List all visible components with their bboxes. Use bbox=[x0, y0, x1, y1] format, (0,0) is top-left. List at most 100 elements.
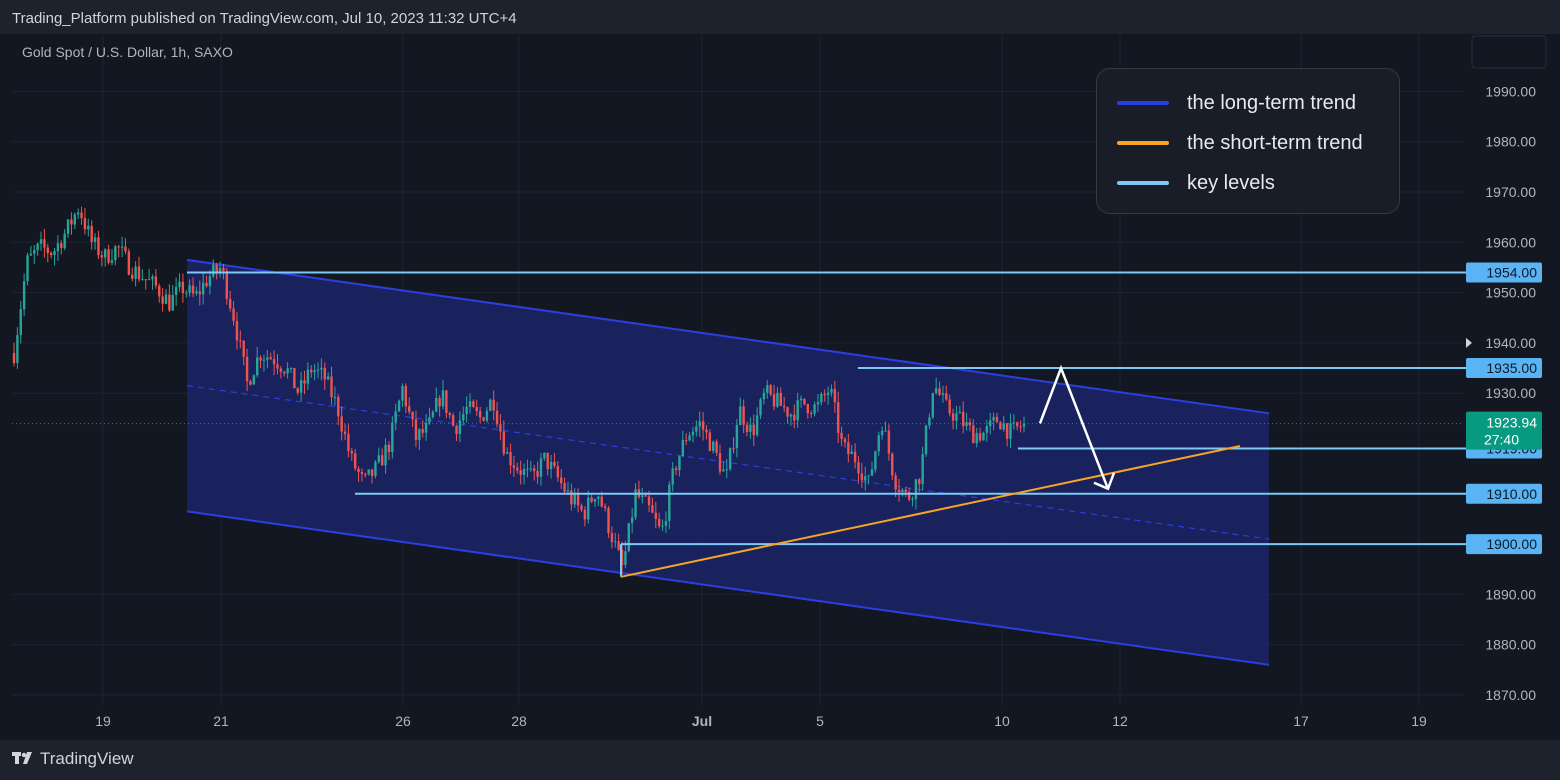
candle-body bbox=[728, 448, 732, 470]
candle-body bbox=[620, 549, 624, 566]
candle-body bbox=[961, 411, 965, 427]
price-axis-marker bbox=[1466, 337, 1472, 348]
candle-body bbox=[340, 416, 343, 432]
key-level-badge bbox=[1466, 262, 1542, 283]
candle-body bbox=[671, 468, 674, 485]
candle-body bbox=[674, 468, 678, 471]
candle-body bbox=[87, 225, 90, 230]
candle-body bbox=[934, 388, 938, 394]
candle-body bbox=[657, 518, 661, 527]
candle-body bbox=[830, 388, 833, 393]
candle-body bbox=[360, 472, 364, 474]
candle-body bbox=[475, 407, 478, 412]
candle-body bbox=[617, 541, 620, 550]
candle-body bbox=[380, 455, 384, 466]
candle-body bbox=[853, 451, 857, 463]
candle-body bbox=[252, 375, 256, 385]
candle-body bbox=[857, 462, 860, 474]
candle-body bbox=[39, 239, 43, 244]
candle-body bbox=[941, 393, 945, 395]
candle-body bbox=[104, 249, 107, 258]
candle-body bbox=[131, 274, 134, 279]
candle-body bbox=[1002, 423, 1005, 430]
candle-body bbox=[695, 426, 698, 432]
candle-body bbox=[516, 467, 519, 471]
candle-body bbox=[681, 440, 685, 457]
candle-body bbox=[201, 282, 205, 295]
candle-body bbox=[239, 340, 242, 342]
candle-body bbox=[654, 512, 658, 519]
time-axis-label: 21 bbox=[213, 713, 229, 729]
candle-body bbox=[837, 402, 840, 433]
tradingview-logo[interactable]: TradingView bbox=[12, 749, 134, 769]
candle-body bbox=[222, 267, 225, 272]
candle-body bbox=[864, 476, 867, 481]
candle-body bbox=[218, 267, 222, 273]
candle-body bbox=[154, 276, 158, 286]
candle-body bbox=[539, 458, 543, 477]
candle-body bbox=[76, 212, 80, 215]
candle-body bbox=[73, 214, 77, 225]
price-axis-label: 1990.00 bbox=[1485, 83, 1536, 99]
legend-swatch-short-term bbox=[1117, 141, 1169, 145]
candle-body bbox=[955, 413, 958, 421]
candle-body bbox=[256, 357, 259, 376]
candle-body bbox=[549, 461, 553, 470]
candle-body bbox=[951, 413, 955, 421]
candle-body bbox=[272, 359, 276, 365]
candle-body bbox=[725, 469, 728, 471]
candle-body bbox=[732, 448, 735, 450]
candle-body bbox=[266, 357, 269, 360]
candle-body bbox=[958, 411, 962, 414]
candle-body bbox=[978, 433, 982, 441]
candle-body bbox=[894, 475, 897, 490]
candle-body bbox=[313, 370, 316, 373]
candle-body bbox=[779, 392, 782, 406]
candle-body bbox=[472, 401, 475, 408]
candle-body bbox=[590, 497, 593, 502]
candle-body bbox=[630, 517, 634, 524]
symbol-title: Gold Spot / U.S. Dollar, 1h, SAXO bbox=[22, 44, 233, 60]
candle-body bbox=[938, 388, 941, 395]
candle-body bbox=[755, 415, 759, 436]
candle-body bbox=[49, 252, 53, 256]
candle-body bbox=[408, 406, 411, 412]
candle-body bbox=[634, 489, 637, 518]
candle-body bbox=[330, 376, 333, 398]
candle-body bbox=[624, 551, 627, 566]
short-term-trendline bbox=[620, 445, 1241, 578]
candle-body bbox=[877, 435, 880, 452]
current-price-countdown: 27:40 bbox=[1484, 432, 1519, 448]
candle-body bbox=[573, 494, 576, 505]
candle-body bbox=[820, 393, 823, 403]
candle-body bbox=[70, 219, 73, 225]
price-axis-label: 1970.00 bbox=[1485, 184, 1536, 200]
current-price-value: 1923.94 bbox=[1486, 415, 1537, 431]
candle-body bbox=[448, 413, 451, 415]
candle-body bbox=[283, 371, 286, 374]
candle-body bbox=[772, 394, 776, 407]
candle-body bbox=[560, 477, 563, 484]
candle-body bbox=[394, 411, 397, 423]
candle-body bbox=[316, 369, 320, 371]
candle-body bbox=[989, 420, 992, 427]
tradingview-logo-icon bbox=[12, 752, 32, 764]
price-axis-label: 1870.00 bbox=[1485, 687, 1536, 703]
candle-body bbox=[870, 469, 874, 476]
candle-body bbox=[431, 411, 435, 418]
candle-body bbox=[374, 461, 377, 476]
key-level-badge bbox=[1466, 483, 1542, 504]
candle-body bbox=[614, 541, 617, 543]
candle-body bbox=[33, 250, 36, 254]
price-axis-label: 1880.00 bbox=[1485, 637, 1536, 653]
candle-body bbox=[367, 469, 370, 475]
candle-body bbox=[445, 390, 448, 414]
candle-body bbox=[12, 352, 16, 364]
candle-body bbox=[43, 239, 46, 248]
price-chart[interactable]: 1990.00 1980.00 1970.00 1960.00 1950.00 1940.… bbox=[0, 0, 1560, 740]
candle-body bbox=[718, 453, 722, 472]
candle-body bbox=[975, 433, 978, 444]
time-axis-label: 17 bbox=[1293, 713, 1309, 729]
time-axis-label: 28 bbox=[511, 713, 527, 729]
candle-body bbox=[867, 475, 870, 477]
